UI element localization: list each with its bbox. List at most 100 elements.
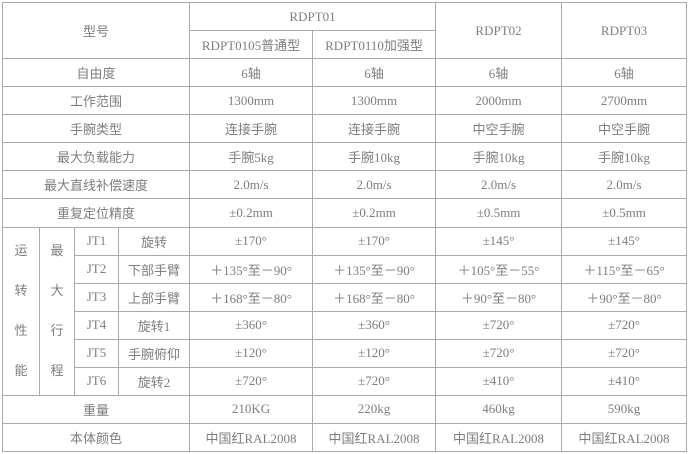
joint-value: ±170° [189,226,314,256]
spec-value: 手腕10kg [561,142,688,172]
row-label: 自由度 [1,58,191,88]
spec-value: ±0.5mm [435,198,563,228]
joint-value: ±410° [561,366,688,396]
spec-row-max-linear-speed: 最大直线补偿速度 2.0m/s 2.0m/s 2.0m/s 2.0m/s [1,170,688,200]
joint-value: ＋105°至－55° [435,254,563,284]
spec-value: 6轴 [189,58,314,88]
joint-value: ±120° [312,338,437,368]
spec-value: 6轴 [312,58,437,88]
spec-row-body-color: 本体颜色 中国红RAL2008 中国红RAL2008 中国红RAL2008 中国… [1,422,688,453]
spec-value: 2.0m/s [312,170,437,200]
spec-value: 1300mm [189,86,314,116]
max-stroke-label: 最大行程 [39,226,75,396]
joint-value: ＋90°至－80° [561,282,688,312]
header-row-2: RDPT0105普通型 RDPT0110加强型 [3,30,687,60]
joint-value: ＋135°至－90° [312,254,437,284]
row-label: 重量 [1,394,191,424]
joint-name: 下部手臂 [117,254,191,284]
spec-value: 手腕10kg [312,142,437,172]
joint-value: ＋90°至－80° [435,282,563,312]
joint-id: JT5 [74,338,119,368]
spec-value: ±0.2mm [312,198,437,228]
spec-row-max-payload: 最大负载能力 手腕5kg 手腕10kg 手腕10kg 手腕10kg [1,142,688,172]
model-sub-rdpt0105: RDPT0105普通型 [189,30,314,60]
joint-value: ＋168°至－80° [312,282,437,312]
spec-value: 590kg [561,394,688,424]
joint-name: 旋转2 [117,366,191,396]
header-row-1: 型号 RDPT01 RDPT02 RDPT03 [1,1,688,60]
joint-id: JT4 [74,310,119,340]
spec-value: 1300mm [312,86,437,116]
spec-value: ±0.2mm [189,198,314,228]
row-label: 最大负载能力 [1,142,191,172]
model-rdpt03: RDPT03 [561,1,688,60]
model-rdpt02: RDPT02 [435,1,563,60]
spec-value: 中国红RAL2008 [312,422,437,453]
joint-value: ±720° [435,338,563,368]
joint-row-jt2: JT2 下部手臂 ＋135°至－90° ＋135°至－90° ＋105°至－55… [3,254,688,284]
spec-value: 6轴 [561,58,688,88]
joint-id: JT2 [74,254,119,284]
spec-value: 6轴 [435,58,563,88]
spec-value: 2.0m/s [561,170,688,200]
joint-name: 旋转1 [117,310,191,340]
joint-value: ＋168°至－80° [189,282,314,312]
row-label: 工作范围 [1,86,191,116]
joint-row-jt5: JT5 手腕俯仰 ±120° ±120° ±720° ±720° [3,338,688,368]
joint-row-jt6: JT6 旋转2 ±720° ±720° ±410° ±410° [3,366,688,396]
spec-value: 手腕10kg [435,142,563,172]
spec-value: 220kg [312,394,437,424]
joint-name: 旋转 [117,226,191,256]
joint-value: ±145° [435,226,563,256]
spec-row-weight: 重量 210KG 220kg 460kg 590kg [1,394,688,424]
row-label: 手腕类型 [1,114,191,144]
model-header-label: 型号 [1,1,191,60]
spec-value: 2700mm [561,86,688,116]
joint-value: ±170° [312,226,437,256]
row-label: 最大直线补偿速度 [1,170,191,200]
joint-name: 手腕俯仰 [117,338,191,368]
spec-value: 中国红RAL2008 [189,422,314,453]
spec-value: 中国红RAL2008 [435,422,563,453]
model-sub-rdpt0110: RDPT0110加强型 [312,30,437,60]
row-label: 本体颜色 [1,422,191,453]
spec-value: 手腕5kg [189,142,314,172]
model-group-rdpt01: RDPT01 [189,1,437,32]
joint-id: JT6 [74,366,119,396]
joint-value: ±145° [561,226,688,256]
motion-performance-label: 运转性能 [2,226,40,396]
joint-value: ±410° [435,366,563,396]
joint-value: ±720° [435,310,563,340]
spec-row-dof: 自由度 6轴 6轴 6轴 6轴 [1,58,688,88]
spec-value: 210KG [189,394,314,424]
spec-value: 中国红RAL2008 [561,422,688,453]
joint-value: ±120° [189,338,314,368]
row-label: 重复定位精度 [1,198,191,228]
joint-value: ±720° [189,366,314,396]
spec-value: 连接手腕 [189,114,314,144]
joint-value: ＋135°至－90° [189,254,314,284]
joint-row-jt4: JT4 旋转1 ±360° ±360° ±720° ±720° [3,310,688,340]
spec-value: 2000mm [435,86,563,116]
joint-name: 上部手臂 [117,282,191,312]
spec-value: 2.0m/s [189,170,314,200]
spec-value: 中空手腕 [561,114,688,144]
joint-value: ±720° [561,338,688,368]
joint-value: ±720° [312,366,437,396]
spec-value: 460kg [435,394,563,424]
spec-value: ±0.5mm [561,198,688,228]
joint-value: ＋115°至－65° [561,254,688,284]
spec-row-wrist-type: 手腕类型 连接手腕 连接手腕 中空手腕 中空手腕 [1,114,688,144]
joint-id: JT1 [74,226,119,256]
spec-value: 2.0m/s [435,170,563,200]
joint-value: ±360° [189,310,314,340]
joint-id: JT3 [74,282,119,312]
spec-row-work-range: 工作范围 1300mm 1300mm 2000mm 2700mm [1,86,688,116]
joint-row-jt1: 运转性能 最大行程 JT1 旋转 ±170° ±170° ±145° ±145° [2,226,688,396]
spec-value: 连接手腕 [312,114,437,144]
joint-value: ±720° [561,310,688,340]
spec-value: 中空手腕 [435,114,563,144]
joint-value: ±360° [312,310,437,340]
joint-row-jt3: JT3 上部手臂 ＋168°至－80° ＋168°至－80° ＋90°至－80°… [3,282,688,312]
